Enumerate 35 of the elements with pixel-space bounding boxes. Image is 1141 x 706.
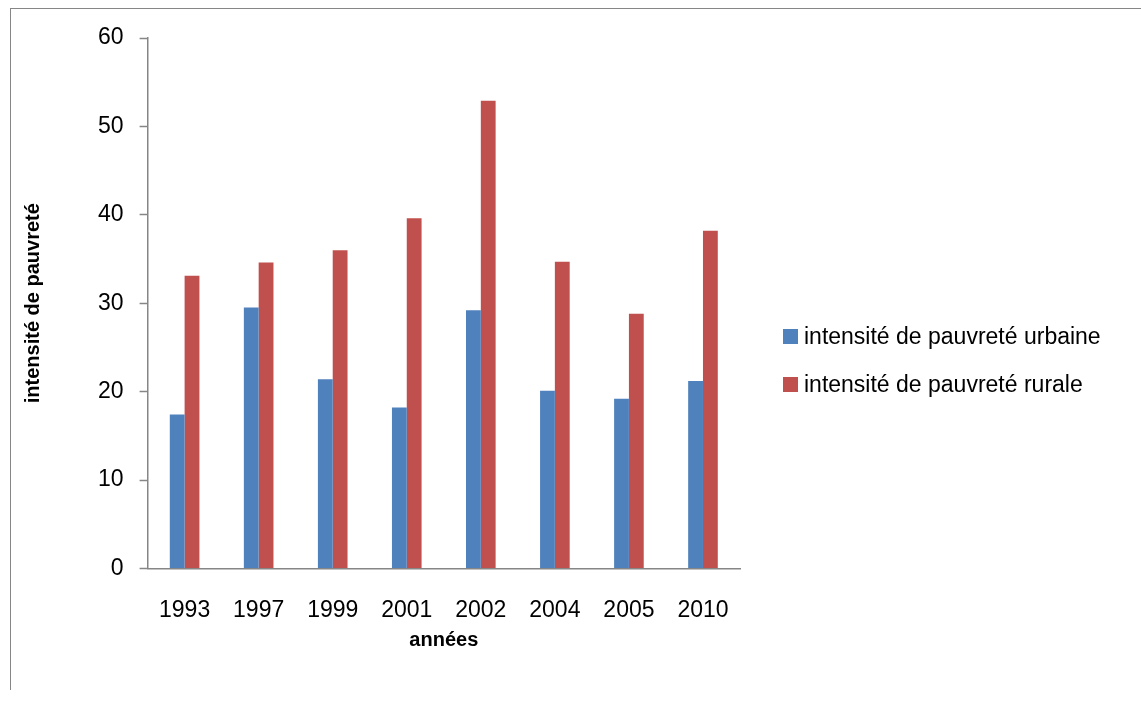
bar <box>688 380 703 568</box>
bar <box>332 250 348 568</box>
bar <box>614 398 629 568</box>
x-tick-label: 2001 <box>381 595 433 622</box>
x-tick-label: 2010 <box>677 595 729 622</box>
x-tick-label: 1993 <box>159 595 211 622</box>
bar <box>554 261 570 568</box>
bar <box>480 100 496 568</box>
legend-label: intensité de pauvreté urbaine <box>804 322 1101 350</box>
bar <box>702 230 718 568</box>
bar <box>184 275 200 568</box>
bar <box>243 307 259 568</box>
y-tick-label: 40 <box>97 200 124 227</box>
x-tick-label: 2002 <box>455 595 507 622</box>
y-tick-label: 20 <box>97 376 124 403</box>
y-tick-label: 10 <box>97 465 124 492</box>
x-axis-title: années <box>409 627 479 650</box>
x-tick-label: 1999 <box>307 595 359 622</box>
bar <box>540 390 555 568</box>
legend-label: intensité de pauvreté rurale <box>804 370 1083 398</box>
y-tick-label: 50 <box>97 111 124 138</box>
x-tick-label: 1997 <box>233 595 285 622</box>
x-tick-label: 2004 <box>529 595 581 622</box>
bar <box>628 313 644 568</box>
bar <box>317 379 333 568</box>
bar <box>258 262 274 568</box>
bar <box>406 218 422 568</box>
y-axis-title: intensité de pauvreté <box>20 203 43 404</box>
bar <box>466 310 481 568</box>
bar <box>391 407 407 568</box>
y-tick-label: 30 <box>97 288 124 315</box>
y-tick-label: 60 <box>97 23 124 50</box>
y-tick-label: 0 <box>110 553 124 580</box>
bar <box>169 414 185 568</box>
x-tick-label: 2005 <box>603 595 655 622</box>
